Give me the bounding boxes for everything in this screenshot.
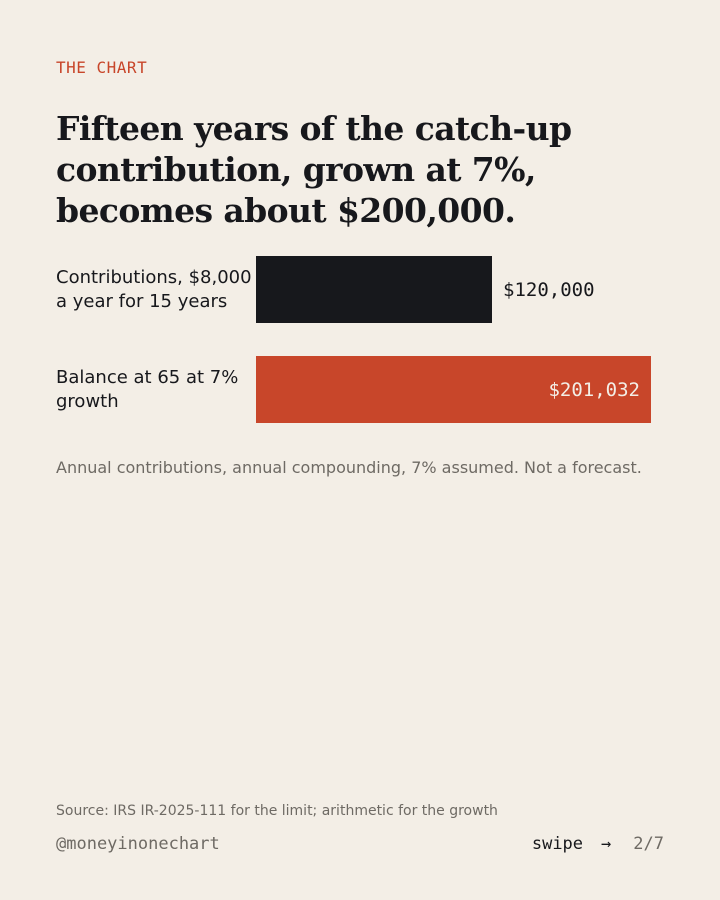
- page-counter: 2/7: [633, 834, 664, 854]
- section-eyebrow: THE CHART: [56, 58, 148, 77]
- chart-headline: Fifteen years of the catch-up contributi…: [56, 109, 572, 230]
- bar-value-label: $201,032: [548, 378, 640, 401]
- chart-note: Annual contributions, annual compounding…: [56, 458, 642, 477]
- bar-label: Contributions, $8,000 a year for 15 year…: [56, 266, 252, 312]
- account-handle[interactable]: @moneyinonechart: [56, 834, 220, 854]
- bar-value-label: $120,000: [503, 278, 595, 301]
- swipe-indicator[interactable]: swipe → 2/7: [532, 834, 664, 854]
- bar: [256, 356, 651, 423]
- bar: [256, 256, 492, 323]
- source-line: Source: IRS IR-2025-111 for the limit; a…: [56, 803, 498, 819]
- swipe-label: swipe: [531, 834, 584, 854]
- bar-chart: Contributions, $8,000 a year for 15 year…: [56, 256, 651, 423]
- arrow-right-icon: →: [601, 834, 612, 854]
- bar-label: Balance at 65 at 7% growth: [56, 366, 239, 412]
